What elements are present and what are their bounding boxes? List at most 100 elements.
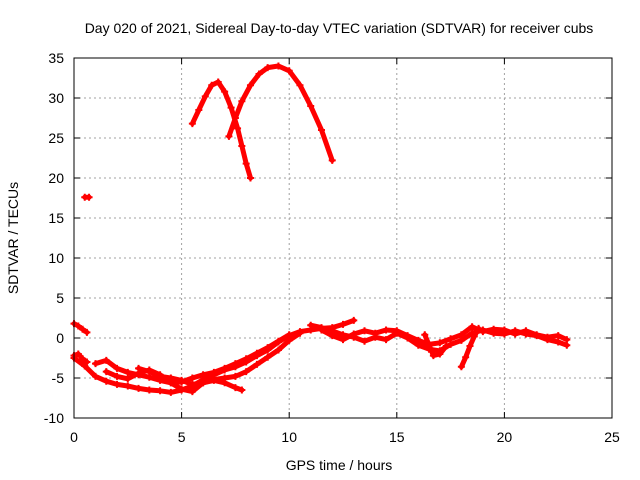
data-point: [285, 336, 293, 344]
series-trace: [226, 63, 335, 163]
data-point: [328, 156, 336, 164]
data-point: [533, 331, 541, 339]
data-point: [317, 126, 325, 134]
data-point: [135, 364, 143, 372]
series-short-a: [70, 320, 91, 336]
data-point: [83, 328, 91, 336]
series-trace: [71, 321, 90, 335]
data-point: [253, 360, 261, 368]
data-point: [201, 92, 209, 100]
data-point: [85, 193, 93, 201]
data-point: [479, 328, 487, 336]
data-point: [253, 349, 261, 357]
data-point: [74, 350, 82, 358]
data-point: [317, 326, 325, 334]
series-arc-a: [188, 78, 254, 182]
data-point: [178, 376, 186, 384]
data-point: [447, 335, 455, 343]
data-point: [231, 360, 239, 368]
data-point: [102, 377, 110, 385]
data-point: [188, 380, 196, 388]
data-point: [475, 324, 483, 332]
data-point: [227, 104, 235, 112]
data-point: [543, 333, 551, 341]
data-point: [124, 382, 132, 390]
x-tick-label: 20: [497, 429, 513, 445]
data-point: [554, 338, 562, 346]
data-point: [522, 327, 530, 335]
y-axis-label: SDTVAR / TECUs: [5, 182, 21, 294]
data-point: [264, 344, 272, 352]
data-point: [361, 337, 369, 345]
data-point: [188, 374, 196, 382]
series-spike: [457, 324, 483, 371]
data-point: [113, 364, 121, 372]
data-point: [210, 368, 218, 376]
data-point: [511, 330, 519, 338]
data-point: [466, 342, 474, 350]
plot-frame: [73, 57, 613, 419]
data-point: [231, 384, 239, 392]
series-isolated: [81, 193, 93, 201]
data-point: [234, 124, 242, 132]
data-point: [188, 388, 196, 396]
data-point: [264, 64, 272, 72]
data-point: [296, 329, 304, 337]
series-track-1: [70, 316, 358, 396]
data-point: [421, 331, 429, 339]
data-point: [83, 358, 91, 366]
series-arc-b: [225, 62, 336, 164]
data-point: [231, 114, 239, 122]
data-point: [199, 371, 207, 379]
data-point: [238, 97, 246, 105]
data-point: [210, 376, 218, 384]
data-point: [436, 350, 444, 358]
x-tick-label: 25: [604, 429, 620, 445]
data-point: [307, 102, 315, 110]
data-point: [462, 353, 470, 361]
series-track-4: [135, 329, 304, 388]
data-point: [225, 132, 233, 140]
x-tick-label: 5: [178, 429, 186, 445]
data-point: [167, 374, 175, 382]
data-point: [221, 374, 229, 382]
data-point: [429, 352, 437, 360]
data-point: [425, 341, 433, 349]
data-point: [339, 320, 347, 328]
data-point: [442, 342, 450, 350]
y-tick-label: -5: [52, 370, 65, 386]
data-point: [393, 327, 401, 335]
data-point: [246, 174, 254, 182]
series-trace: [136, 330, 303, 387]
data-point: [296, 81, 304, 89]
data-point: [102, 356, 110, 364]
data-point: [124, 375, 132, 383]
y-tick-label: 25: [48, 130, 64, 146]
data-point: [457, 331, 465, 339]
grid-layer: [74, 58, 612, 418]
data-point: [145, 368, 153, 376]
data-point: [231, 372, 239, 380]
data-point: [255, 70, 263, 78]
data-point: [371, 329, 379, 337]
data-point: [221, 364, 229, 372]
data-point: [246, 81, 254, 89]
y-tick-label: 5: [56, 290, 64, 306]
x-tick-label: 15: [389, 429, 405, 445]
data-point: [178, 385, 186, 393]
data-point: [361, 327, 369, 335]
data-point: [81, 362, 89, 370]
data-point: [457, 363, 465, 371]
data-point: [274, 346, 282, 354]
data-point: [167, 388, 175, 396]
data-point: [274, 337, 282, 345]
data-point: [328, 332, 336, 340]
data-point: [274, 62, 282, 70]
data-point: [470, 332, 478, 340]
series-track-6: [317, 323, 571, 348]
data-point: [208, 81, 216, 89]
data-point: [221, 88, 229, 96]
data-point: [102, 368, 110, 376]
y-tick-label: 35: [48, 50, 64, 66]
